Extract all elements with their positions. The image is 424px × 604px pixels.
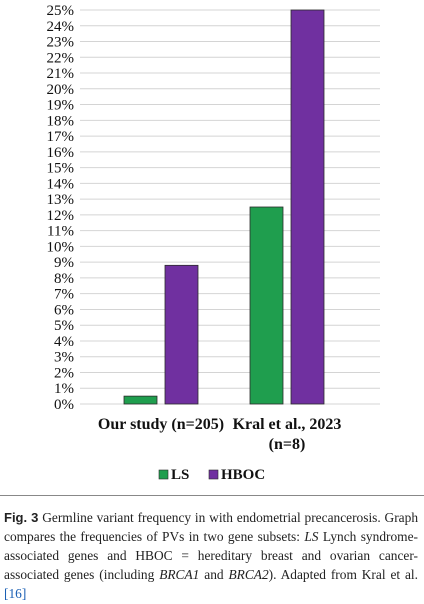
legend-label-hboc: HBOC <box>221 467 265 483</box>
y-tick-label: 3% <box>54 350 74 366</box>
x-category-label: Our study (n=205) <box>98 416 224 433</box>
y-tick-label: 1% <box>54 381 74 397</box>
caption-text-3: and <box>199 567 229 582</box>
y-tick-label: 17% <box>47 129 75 145</box>
y-tick-label: 5% <box>54 318 74 334</box>
bar-ls <box>249 206 284 405</box>
x-category-label: (n=8) <box>269 436 306 453</box>
caption-text-2: Lynch syndrome-associated genes and HBOC… <box>4 529 418 582</box>
y-tick-label: 22% <box>47 50 75 66</box>
bar-ls <box>123 395 158 405</box>
y-tick-label: 24% <box>47 19 75 35</box>
y-tick-label: 4% <box>54 334 74 350</box>
legend-label-ls: LS <box>171 467 189 483</box>
caption-gene-2: BRCA2 <box>228 567 269 582</box>
bar-hboc <box>164 264 199 405</box>
figure-label: Fig. 3 <box>4 510 39 525</box>
y-tick-label: 19% <box>47 98 75 114</box>
legend-swatch-hboc <box>208 469 219 480</box>
y-tick-label: 6% <box>54 302 74 318</box>
y-tick-label: 16% <box>47 145 75 161</box>
y-tick-label: 7% <box>54 287 74 303</box>
y-tick-label: 20% <box>47 82 75 98</box>
y-tick-label: 9% <box>54 255 74 271</box>
y-tick-label: 18% <box>47 113 75 129</box>
caption-ls-abbr: LS <box>304 529 319 544</box>
caption-reference-link[interactable]: [16] <box>4 586 27 601</box>
y-tick-label: 23% <box>47 35 75 51</box>
y-tick-label: 11% <box>47 224 74 240</box>
y-tick-label: 12% <box>47 208 75 224</box>
y-tick-label: 8% <box>54 271 74 287</box>
bar-chart: 0%1%2%3%4%5%6%7%8%9%10%11%12%13%14%15%16… <box>47 3 380 483</box>
caption-divider <box>0 495 424 496</box>
y-tick-label: 15% <box>47 161 75 177</box>
y-tick-label: 10% <box>47 239 75 255</box>
y-tick-label: 25% <box>47 3 75 19</box>
legend-swatch-ls <box>158 469 169 480</box>
caption-gene-1: BRCA1 <box>159 567 200 582</box>
figure-caption: Fig. 3 Germline variant frequency in wit… <box>4 508 418 603</box>
x-category-label: Kral et al., 2023 <box>233 416 342 433</box>
y-tick-label: 0% <box>54 397 74 413</box>
y-tick-label: 14% <box>47 176 75 192</box>
y-tick-label: 2% <box>54 365 74 381</box>
caption-text-1: Germline variant frequency in with endom… <box>4 510 419 544</box>
y-tick-label: 13% <box>47 192 75 208</box>
caption-text-4: ). Adapted from Kral et al. <box>268 567 418 582</box>
y-tick-label: 21% <box>47 66 75 82</box>
bar-hboc <box>290 9 325 405</box>
